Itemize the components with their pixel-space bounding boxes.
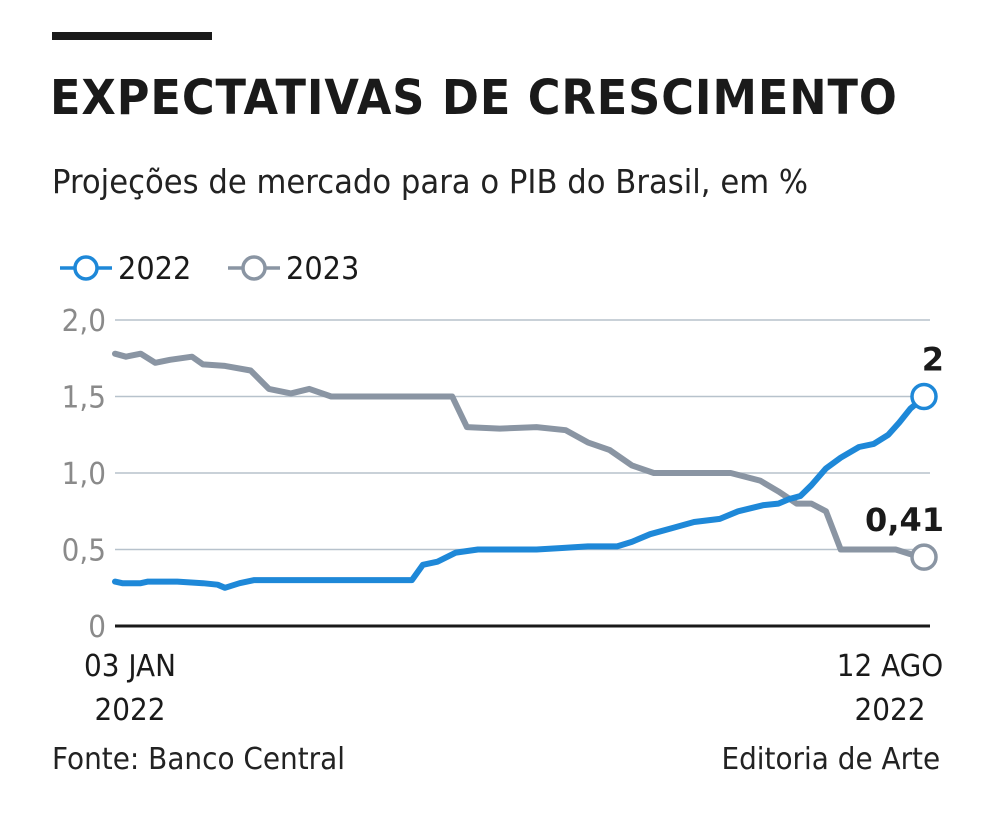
series-line-2023 bbox=[112, 350, 928, 561]
series-end-marker-2023 bbox=[910, 543, 938, 571]
source-note: Fonte: Banco Central bbox=[52, 742, 345, 777]
y-tick-label: 0,5 bbox=[62, 533, 106, 568]
legend-swatch-marker bbox=[241, 255, 267, 281]
top-rule bbox=[52, 32, 212, 40]
y-tick-label: 0 bbox=[88, 609, 106, 644]
series-end-marker-2022 bbox=[910, 382, 938, 411]
chart-title: EXPECTATIVAS DE CRESCIMENTO bbox=[50, 70, 898, 126]
grid-lines bbox=[115, 319, 930, 628]
credit-note: Editoria de Arte bbox=[721, 742, 940, 777]
y-axis-ticks: 0 0,5 1,0 1,5 2,0 bbox=[62, 303, 106, 644]
series-lines: 20,41 bbox=[112, 341, 944, 591]
series-line-2022 bbox=[112, 393, 928, 591]
x-axis-labels: 03 JAN 2022 12 AGO 2022 bbox=[84, 648, 943, 727]
legend: 2022 2023 bbox=[60, 251, 359, 287]
series-end-label-2023: 0,41 bbox=[865, 501, 944, 539]
y-tick-label: 1,5 bbox=[62, 380, 106, 415]
x-tick-label: 2022 bbox=[95, 692, 166, 727]
y-tick-label: 2,0 bbox=[62, 303, 106, 338]
x-tick-label: 03 JAN bbox=[84, 648, 176, 683]
legend-label-2023: 2023 bbox=[286, 251, 359, 287]
x-tick-label: 12 AGO bbox=[837, 648, 943, 683]
x-tick-label: 2022 bbox=[855, 692, 926, 727]
series-end-label-2022: 2 bbox=[922, 341, 944, 379]
legend-swatch-marker bbox=[73, 255, 99, 281]
y-tick-label: 1,0 bbox=[62, 456, 106, 491]
chart-subtitle: Projeções de mercado para o PIB do Brasi… bbox=[52, 162, 809, 201]
legend-label-2022: 2022 bbox=[118, 251, 191, 287]
